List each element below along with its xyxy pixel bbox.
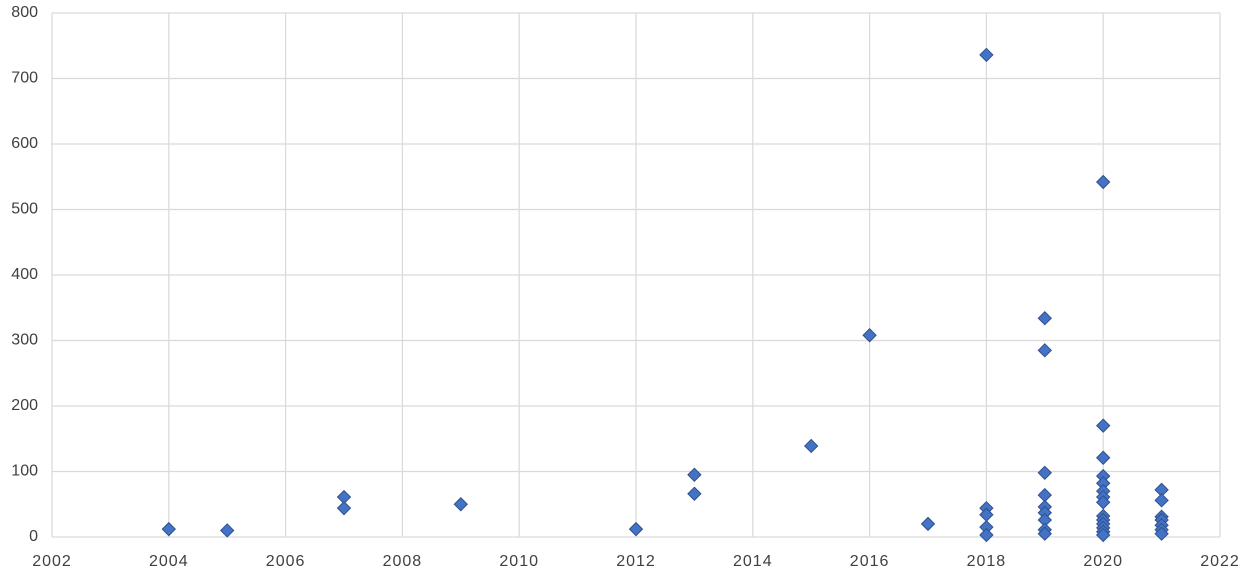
data-point bbox=[1037, 526, 1053, 541]
data-point bbox=[1037, 311, 1053, 326]
x-tick-label: 2014 bbox=[733, 553, 773, 570]
y-tick-label: 100 bbox=[11, 463, 38, 480]
data-point bbox=[1037, 343, 1053, 358]
data-point bbox=[628, 521, 644, 537]
data-point bbox=[1154, 526, 1169, 541]
y-tick-label: 600 bbox=[11, 135, 38, 152]
data-point bbox=[920, 516, 936, 532]
data-point bbox=[979, 527, 994, 543]
data-point bbox=[979, 47, 994, 63]
y-tick-label: 400 bbox=[11, 266, 38, 283]
y-tick-label: 800 bbox=[11, 4, 38, 21]
data-point bbox=[1095, 418, 1111, 433]
x-tick-label: 2002 bbox=[32, 553, 72, 570]
x-tick-label: 2012 bbox=[616, 553, 656, 570]
data-point bbox=[161, 521, 177, 537]
y-tick-label: 200 bbox=[11, 397, 38, 414]
data-point bbox=[1037, 487, 1053, 503]
data-point bbox=[803, 438, 819, 454]
x-tick-label: 2022 bbox=[1200, 553, 1240, 570]
data-point bbox=[336, 500, 352, 516]
x-tick-label: 2018 bbox=[967, 553, 1007, 570]
data-point bbox=[687, 467, 702, 482]
data-point bbox=[687, 486, 702, 501]
data-point bbox=[1037, 465, 1053, 481]
data-point bbox=[1154, 493, 1169, 508]
y-tick-label: 500 bbox=[11, 201, 38, 218]
data-point bbox=[219, 523, 235, 538]
y-tick-label: 700 bbox=[11, 70, 38, 87]
x-tick-label: 2006 bbox=[266, 553, 306, 570]
data-point bbox=[453, 497, 469, 512]
x-tick-label: 2010 bbox=[499, 553, 539, 570]
data-point bbox=[1095, 495, 1111, 510]
x-tick-label: 2004 bbox=[149, 553, 189, 570]
data-point bbox=[1095, 174, 1111, 190]
x-tick-label: 2016 bbox=[850, 553, 890, 570]
y-tick-label: 0 bbox=[29, 528, 38, 545]
data-point bbox=[862, 328, 877, 343]
data-point bbox=[1095, 527, 1111, 543]
x-tick-label: 2008 bbox=[383, 553, 423, 570]
data-point bbox=[1095, 450, 1111, 465]
x-tick-label: 2020 bbox=[1083, 553, 1123, 570]
y-tick-label: 300 bbox=[11, 332, 38, 349]
